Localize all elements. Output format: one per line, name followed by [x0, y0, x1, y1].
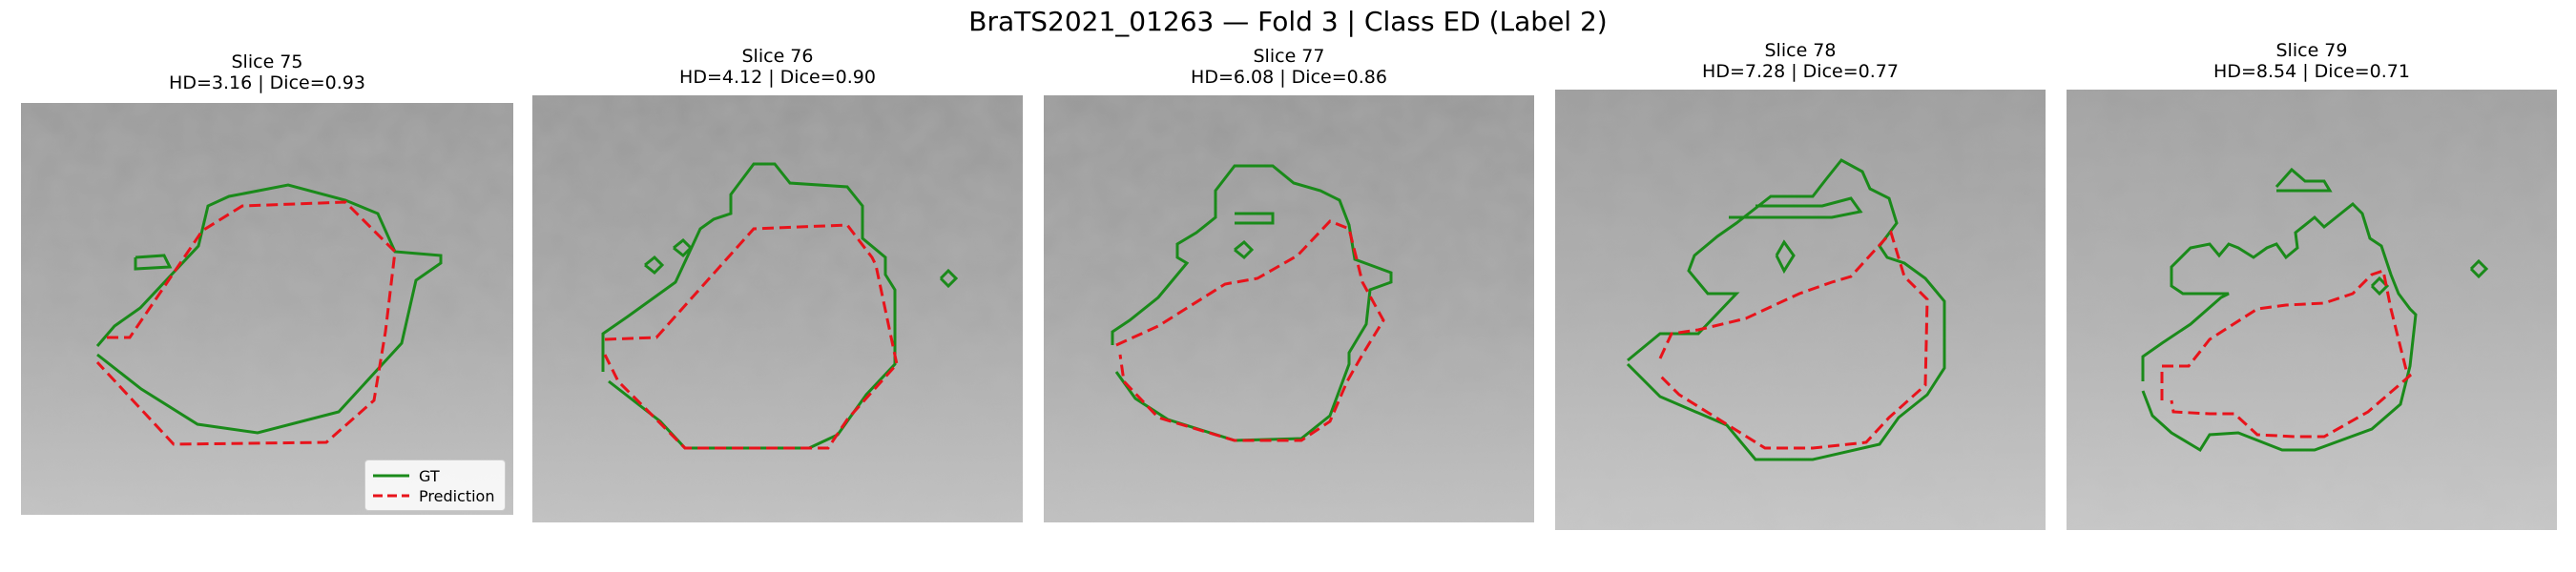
metrics-label: HD=8.54 | Dice=0.71 [2213, 61, 2410, 82]
gt-contour-blob [939, 268, 959, 289]
prediction-contour [1115, 219, 1385, 442]
gt-contour [1111, 164, 1393, 442]
prediction-contour [603, 223, 899, 450]
slice-label: Slice 78 [1764, 40, 1837, 61]
metrics-label: HD=6.08 | Dice=0.86 [1191, 67, 1387, 88]
metrics-label: HD=3.16 | Dice=0.93 [169, 72, 365, 93]
gt-contour [601, 162, 897, 450]
gt-contour-blob [1234, 239, 1255, 260]
gt-contour-blob [2469, 258, 2489, 279]
panel-title: Slice 77 HD=6.08 | Dice=0.86 [1044, 46, 1534, 88]
slice-label: Slice 77 [1253, 46, 1325, 67]
legend-prediction-label: Prediction [419, 486, 495, 505]
mri-slice-image [532, 95, 1023, 522]
mri-slice-image [21, 103, 513, 515]
gt-contour-blob [673, 237, 694, 258]
panel-title: Slice 78 HD=7.28 | Dice=0.77 [1555, 40, 2046, 82]
mri-slice-image [1044, 95, 1534, 522]
gt-contour-blob [1775, 239, 1796, 275]
gt-contour-blob [1235, 212, 1275, 225]
legend-gt: GT [373, 466, 440, 485]
legend-gt-label: GT [419, 466, 440, 485]
gt-contour [2141, 201, 2418, 453]
prediction-contour [1658, 230, 1929, 450]
gt-contour [1626, 158, 1946, 461]
prediction-contour [2160, 269, 2412, 439]
panel-title: Slice 75 HD=3.16 | Dice=0.93 [21, 51, 513, 93]
metrics-label: HD=4.12 | Dice=0.90 [679, 67, 876, 88]
panel-title: Slice 76 HD=4.12 | Dice=0.90 [532, 46, 1023, 88]
mri-slice-image [2067, 90, 2557, 530]
figure-title: BraTS2021_01263 — Fold 3 | Class ED (Lab… [968, 6, 1608, 37]
prediction-line-icon [373, 494, 409, 498]
slice-label: Slice 76 [741, 46, 814, 67]
gt-line-icon [373, 474, 409, 478]
gt-contour-blob [2275, 167, 2333, 193]
metrics-label: HD=7.28 | Dice=0.77 [1702, 61, 1899, 82]
gt-contour-blob [134, 254, 173, 271]
panel-title: Slice 79 HD=8.54 | Dice=0.71 [2067, 40, 2557, 82]
gt-contour-blob [644, 255, 665, 276]
slice-label: Slice 75 [231, 51, 303, 72]
gt-contour [95, 183, 443, 435]
legend: GT Prediction [364, 460, 506, 511]
gt-contour-blob [1729, 196, 1863, 219]
prediction-contour [95, 200, 397, 446]
mri-slice-image [1555, 90, 2046, 530]
gt-contour-blob [2370, 276, 2390, 296]
legend-prediction: Prediction [373, 486, 494, 505]
slice-label: Slice 79 [2275, 40, 2348, 61]
